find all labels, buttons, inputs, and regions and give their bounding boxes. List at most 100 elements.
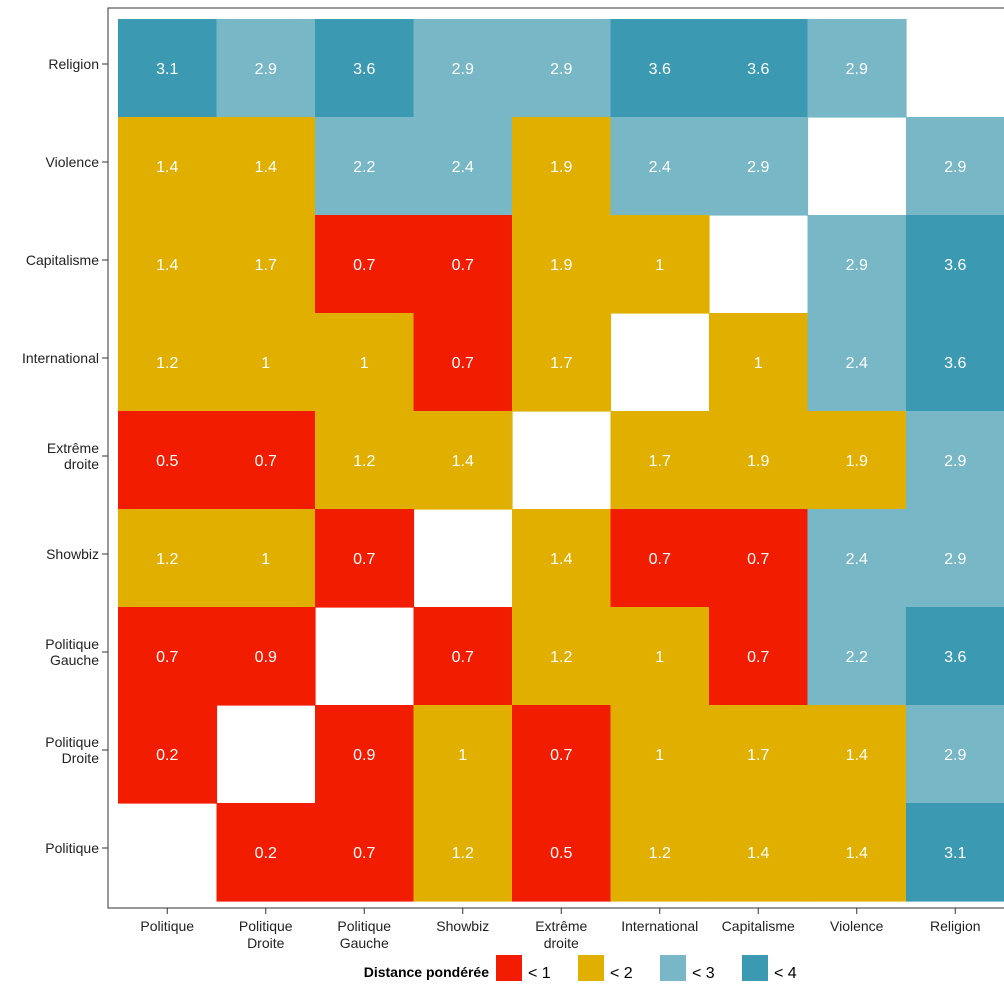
cell-value-label: 0.7 — [747, 551, 769, 568]
heatmap-cell — [118, 19, 218, 118]
cell-value-label: 3.1 — [156, 61, 178, 78]
cell-value-label: 3.6 — [649, 61, 671, 78]
heatmap-cell — [610, 215, 710, 314]
cell-value-label: 1.4 — [747, 845, 769, 862]
cell-value-label: 1.2 — [156, 355, 178, 372]
y-tick-label: Extrême droite — [47, 440, 99, 472]
heatmap-cell — [807, 803, 907, 902]
x-tick-label-line: Capitalisme — [722, 918, 795, 934]
panel-border — [107, 7, 1004, 909]
cell-value-label: 2.9 — [944, 453, 966, 470]
heatmap-cell — [906, 803, 1004, 902]
cell-value-label: 1.2 — [156, 551, 178, 568]
heatmap-cell — [315, 19, 415, 118]
heatmap-cell — [807, 411, 907, 510]
y-tick-label: Showbiz — [46, 546, 99, 562]
heatmap-cell — [709, 313, 809, 412]
cell-value-label: 0.7 — [353, 845, 375, 862]
heatmap-cell — [118, 313, 218, 412]
heatmap-cell — [610, 607, 710, 706]
cell-value-label: 0.7 — [747, 649, 769, 666]
cell-value-label: 0.7 — [452, 649, 474, 666]
cell-value-label: 1 — [655, 257, 664, 274]
heatmap-cell — [216, 607, 316, 706]
heatmap-cell — [315, 313, 415, 412]
cell-value-label: 0.7 — [550, 747, 572, 764]
y-tick-label: International — [22, 350, 99, 366]
heatmap-cell — [512, 313, 612, 412]
cell-value-label: 0.2 — [255, 845, 277, 862]
y-tick-label-line: Gauche — [50, 652, 99, 668]
x-tick-label: Religion — [930, 918, 981, 934]
cell-value-label: 2.9 — [255, 61, 277, 78]
cell-value-label: 2.4 — [452, 159, 474, 176]
cell-value-label: 2.2 — [846, 649, 868, 666]
heatmap-cell — [610, 117, 710, 216]
heatmap-cell — [709, 117, 809, 216]
x-tick-label: Violence — [830, 918, 884, 934]
cell-value-label: 0.2 — [156, 747, 178, 764]
heatmap-cell — [315, 509, 415, 608]
heatmap-cell — [906, 607, 1004, 706]
heatmap-cell — [512, 117, 612, 216]
heatmap-cell — [807, 607, 907, 706]
heatmap-cells — [118, 19, 1004, 902]
y-tick-label: Politique Droite — [45, 734, 99, 766]
heatmap-cell — [610, 509, 710, 608]
cell-value-label: 1.4 — [550, 551, 572, 568]
x-tick-label: Extrême droite — [535, 918, 587, 951]
y-tick-label-line: Showbiz — [46, 546, 99, 562]
x-tick-label: Politique Gauche — [337, 918, 391, 951]
heatmap-cell — [709, 411, 809, 510]
cell-value-label: 1.7 — [649, 453, 671, 470]
heatmap-cell — [512, 19, 612, 118]
cell-value-label: 0.7 — [452, 355, 474, 372]
cell-value-label: 1.7 — [550, 355, 572, 372]
heatmap-cell — [906, 705, 1004, 804]
heatmap-cell — [807, 313, 907, 412]
heatmap-cell — [610, 705, 710, 804]
x-tick-label: Politique Droite — [239, 918, 293, 951]
cell-value-label: 2.9 — [944, 747, 966, 764]
heatmap-cell — [413, 215, 513, 314]
cell-value-label: 0.7 — [156, 649, 178, 666]
heatmap-cell — [709, 509, 809, 608]
y-tick-label-line: droite — [64, 456, 99, 472]
cell-value-label: 3.6 — [944, 355, 966, 372]
cell-value-label: 1.4 — [846, 747, 868, 764]
heatmap-cell — [315, 705, 415, 804]
legend-label: < 4 — [774, 965, 797, 982]
heatmap-cell-labels: 3.1 2.9 3.6 2.9 2.9 3.6 3.6 2.9 1.4 1.4 2.2 2.4 1.9 2… — [156, 61, 966, 862]
x-tick-label: Politique — [140, 918, 194, 934]
cell-value-label: 1 — [261, 355, 270, 372]
cell-value-label: 1 — [655, 649, 664, 666]
heatmap-cell — [709, 803, 809, 902]
y-tick-label-line: Politique — [45, 734, 99, 750]
cell-value-label: 0.5 — [156, 453, 178, 470]
cell-value-label: 2.9 — [846, 61, 868, 78]
legend-label: < 3 — [692, 965, 715, 982]
y-tick-label: Politique Gauche — [45, 636, 99, 668]
cell-value-label: 0.5 — [550, 845, 572, 862]
heatmap-cell — [610, 803, 710, 902]
heatmap-cell — [216, 803, 316, 902]
heatmap-cell — [807, 215, 907, 314]
heatmap-cell — [610, 411, 710, 510]
legend-swatch — [742, 955, 768, 981]
heatmap-cell — [118, 117, 218, 216]
heatmap-cell — [709, 705, 809, 804]
x-tick-label-line: Showbiz — [436, 918, 489, 934]
cell-value-label: 3.6 — [747, 61, 769, 78]
heatmap-cell — [807, 705, 907, 804]
cell-value-label: 2.9 — [944, 551, 966, 568]
heatmap-cell — [512, 705, 612, 804]
cell-value-label: 1.9 — [846, 453, 868, 470]
heatmap-cell — [610, 19, 710, 118]
cell-value-label: 1.4 — [255, 159, 277, 176]
cell-value-label: 1 — [360, 355, 369, 372]
y-tick-label-line: Politique — [45, 840, 99, 856]
legend-title: Distance pondérée — [364, 964, 489, 980]
cell-value-label: 1.2 — [550, 649, 572, 666]
